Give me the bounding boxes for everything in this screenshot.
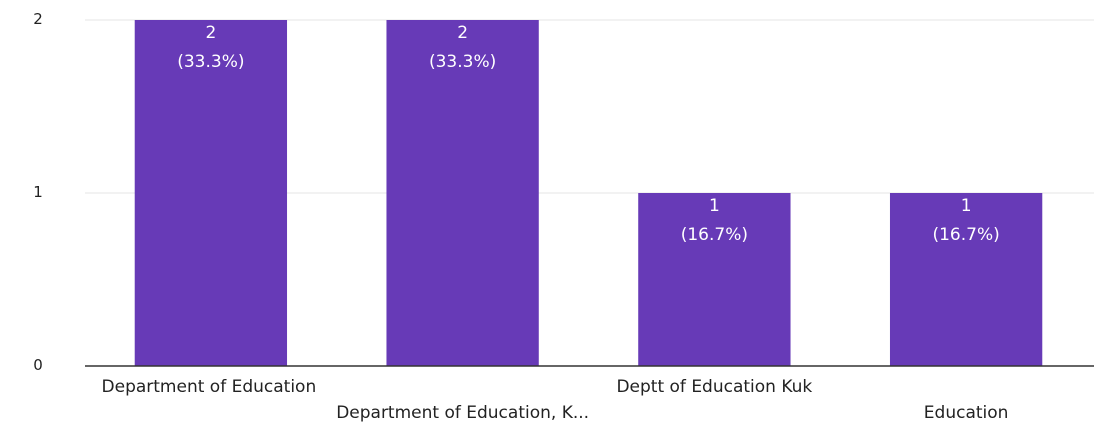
bar-value-label: 1 bbox=[709, 196, 720, 216]
bar-percent-label: (16.7%) bbox=[681, 225, 748, 245]
bar-value-label: 2 bbox=[205, 23, 216, 43]
bar bbox=[134, 20, 288, 366]
x-category-label: Department of Education bbox=[102, 377, 317, 397]
bars bbox=[134, 20, 1043, 366]
bar-percent-label: (16.7%) bbox=[932, 225, 999, 245]
x-category-label: Department of Education, K... bbox=[336, 403, 589, 423]
bar bbox=[889, 193, 1043, 366]
x-category-label: Education bbox=[924, 403, 1009, 423]
bar-value-label: 2 bbox=[457, 23, 468, 43]
bar-percent-label: (33.3%) bbox=[177, 52, 244, 72]
y-tick-label: 1 bbox=[33, 183, 43, 201]
bar bbox=[386, 20, 539, 366]
x-category-label: Deptt of Education Kuk bbox=[616, 377, 812, 397]
bar-percent-label: (33.3%) bbox=[429, 52, 496, 72]
axes: 0 1 2 Department of Education Department of … bbox=[33, 10, 1094, 423]
bar bbox=[638, 193, 791, 366]
bar-value-label: 1 bbox=[961, 196, 972, 216]
y-tick-label: 0 bbox=[33, 356, 43, 374]
bar-labels: 2 (33.3%) 2 (33.3%) 1 (16.7%) 1 (16.7%) bbox=[177, 23, 1000, 245]
y-tick-label: 2 bbox=[33, 10, 43, 28]
